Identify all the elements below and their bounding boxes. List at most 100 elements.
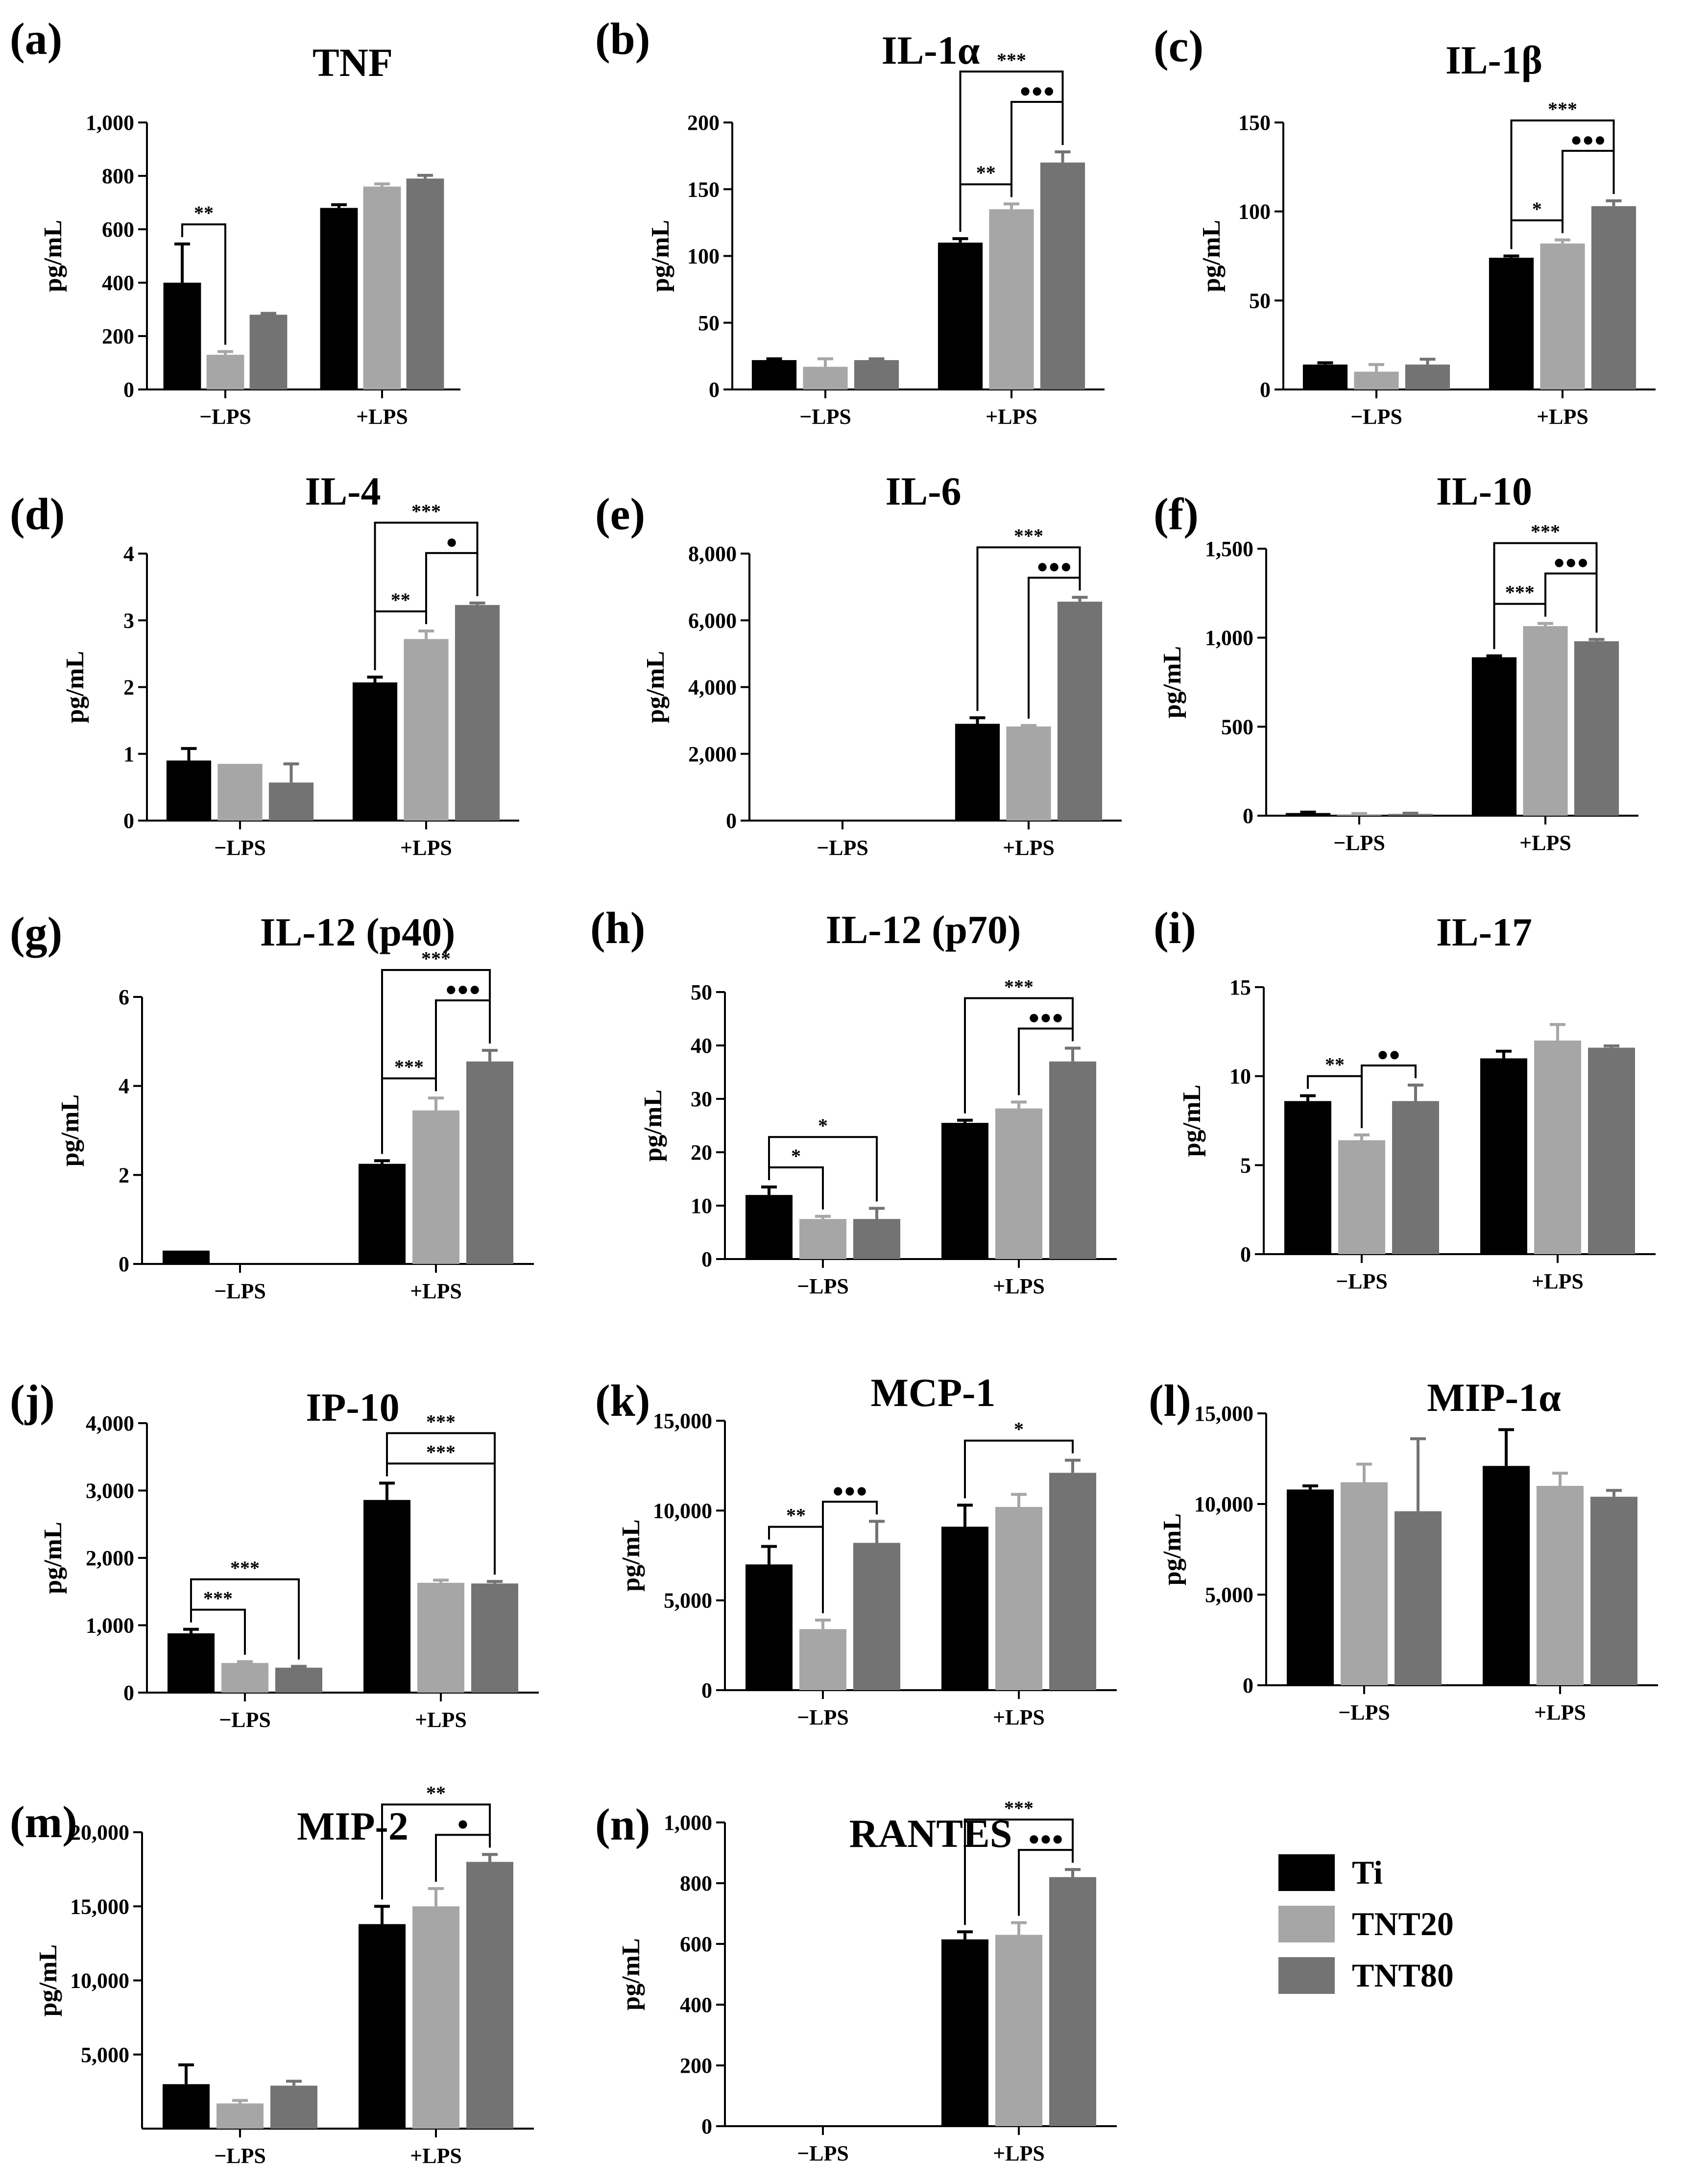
significance-label: *** xyxy=(426,1410,456,1432)
x-category-label: −LPS xyxy=(797,1705,849,1729)
panel-letter: (j) xyxy=(10,1376,55,1426)
x-category-label: −LPS xyxy=(1338,1700,1390,1724)
y-tick-label: 4,000 xyxy=(688,676,737,700)
panel-title: TNF xyxy=(313,40,393,85)
significance-bracket xyxy=(190,1578,300,1660)
significance-label: * xyxy=(1532,198,1542,220)
x-category-label: +LPS xyxy=(1003,836,1055,860)
bar-tnt20-plus-lps xyxy=(1523,626,1568,816)
panel-title: IL-12 (p70) xyxy=(826,907,1021,952)
y-tick-label: 8,000 xyxy=(688,542,737,566)
panel-title: IL-10 xyxy=(1436,469,1532,513)
legend-label-tnt20: TNT20 xyxy=(1352,1905,1454,1942)
significance-label: *** xyxy=(230,1557,260,1579)
legend-label-tnt80: TNT80 xyxy=(1352,1957,1454,1994)
y-tick-label: 800 xyxy=(102,164,134,188)
y-tick-label: 0 xyxy=(701,1678,712,1702)
panel-title: IL-17 xyxy=(1436,910,1532,954)
significance-label: ●●● xyxy=(1036,555,1072,577)
y-tick-label: 15,000 xyxy=(653,1409,712,1433)
bar-tnt20-plus-lps xyxy=(404,639,449,821)
significance-label: *** xyxy=(1548,98,1577,120)
bar-ti-plus-lps xyxy=(320,208,358,389)
significance-label: ** xyxy=(976,162,996,184)
y-tick-label: 200 xyxy=(687,111,720,135)
significance-label: ●●● xyxy=(1570,128,1606,150)
y-tick-label: 15 xyxy=(1229,975,1251,999)
bar-tnt80-minus-lps xyxy=(249,315,288,389)
bar-ti-minus-lps xyxy=(1287,1489,1334,1685)
y-tick-label: 5 xyxy=(1240,1153,1251,1177)
y-axis-label: pg/mL xyxy=(617,1938,645,2010)
bar-tnt20-minus-lps xyxy=(1341,1482,1388,1685)
bar-tnt80-plus-lps xyxy=(1588,1047,1635,1254)
x-category-label: +LPS xyxy=(986,405,1037,429)
bar-tnt20-plus-lps xyxy=(1537,1486,1584,1685)
y-axis-label: pg/mL xyxy=(639,1090,667,1162)
y-tick-label: 5,000 xyxy=(664,1589,712,1613)
bar-tnt80-minus-lps xyxy=(854,360,899,389)
bar-ti-minus-lps xyxy=(166,760,212,821)
y-tick-label: 40 xyxy=(691,1034,712,1058)
y-tick-label: 10 xyxy=(691,1194,712,1218)
bar-ti-minus-lps xyxy=(746,1564,793,1690)
significance-label: ●●● xyxy=(1028,1006,1063,1028)
panel-d: (d) IL-4 0 1 2 3 4 pg/mL −LPS +LPS ** ●*** xyxy=(10,469,519,860)
y-tick-label: 0 xyxy=(709,378,720,402)
significance-label: *** xyxy=(394,1056,424,1078)
significance-bracket xyxy=(976,546,1081,711)
y-tick-label: 0 xyxy=(123,378,134,402)
significance-label: ** xyxy=(391,589,410,611)
bar-ti-plus-lps xyxy=(955,724,1000,821)
significance-bracket xyxy=(381,1803,491,1900)
y-axis-label: pg/mL xyxy=(39,220,67,292)
y-tick-label: 0 xyxy=(701,1247,712,1271)
bar-tnt80-plus-lps xyxy=(466,1061,513,1264)
bar-tnt20-minus-lps xyxy=(799,1629,846,1690)
y-tick-label: 600 xyxy=(680,1932,712,1956)
bar-ti-plus-lps xyxy=(1471,657,1517,816)
bar-tnt20-plus-lps xyxy=(412,1906,459,2129)
panel-title: IP-10 xyxy=(306,1385,399,1430)
y-tick-label: 800 xyxy=(680,1871,712,1895)
bar-ti-minus-lps xyxy=(168,1633,215,1693)
panel-title: IL-1α xyxy=(882,28,980,73)
panel-title: IL-4 xyxy=(305,469,381,513)
x-category-label: −LPS xyxy=(214,836,266,860)
panel-a: (a) TNF 0 200 400 600 800 1,000 pg/mL −LPS +LPS ** xyxy=(10,14,460,429)
panel-title: IL-12 (p40) xyxy=(260,910,456,954)
x-category-label: −LPS xyxy=(817,836,868,860)
bar-tnt20-plus-lps xyxy=(989,209,1034,389)
y-tick-label: 600 xyxy=(102,218,134,242)
y-tick-label: 50 xyxy=(691,980,712,1004)
panel-g: (g) IL-12 (p40) 0 2 4 6 pg/mL −LPS +LPS *** ●●● *** xyxy=(10,908,534,1303)
panel-j: (j) IP-10 0 1,000 2,000 3,000 4,000 pg/mL −LPS +L… xyxy=(10,1376,539,1732)
bar-ti-minus-lps xyxy=(163,1250,210,1264)
significance-bracket xyxy=(386,1432,496,1575)
bar-ti-plus-lps xyxy=(941,1527,988,1690)
significance-label: ●● xyxy=(1377,1043,1400,1065)
x-category-label: −LPS xyxy=(797,1274,849,1298)
legend: Ti TNT20 TNT80 xyxy=(1278,1854,1454,1994)
y-tick-label: 0 xyxy=(1243,804,1253,828)
panel-title: MIP-1α xyxy=(1427,1375,1561,1420)
panel-letter: (e) xyxy=(595,489,645,539)
significance-label: ** xyxy=(194,202,214,224)
y-tick-label: 20 xyxy=(691,1140,712,1164)
y-tick-label: 0 xyxy=(726,809,737,833)
y-tick-label: 1,000 xyxy=(1205,626,1253,650)
bar-tnt80-plus-lps xyxy=(1590,1497,1637,1685)
bar-ti-plus-lps xyxy=(941,1939,988,2126)
bar-tnt80-minus-lps xyxy=(1388,814,1433,816)
y-tick-label: 0 xyxy=(1260,378,1271,402)
bar-tnt20-plus-lps xyxy=(1534,1041,1581,1254)
significance-bracket xyxy=(1493,542,1598,649)
x-category-label: −LPS xyxy=(1333,831,1385,855)
x-category-label: +LPS xyxy=(415,1708,467,1732)
y-tick-label: 500 xyxy=(1221,715,1253,739)
y-tick-label: 0 xyxy=(123,1681,134,1705)
y-tick-label: 4,000 xyxy=(86,1411,134,1435)
bar-tnt20-plus-lps xyxy=(995,1935,1042,2126)
y-axis-label: pg/mL xyxy=(34,1944,62,2016)
